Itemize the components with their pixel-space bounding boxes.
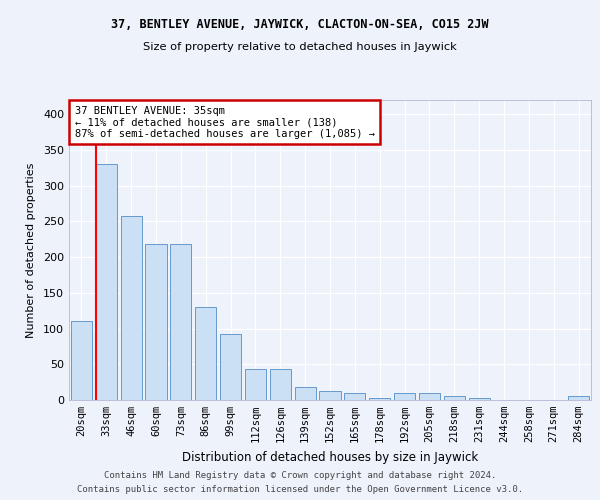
Y-axis label: Number of detached properties: Number of detached properties [26, 162, 36, 338]
Text: Size of property relative to detached houses in Jaywick: Size of property relative to detached ho… [143, 42, 457, 52]
Bar [145, 244, 167, 400]
Bar [270, 370, 291, 400]
Bar [394, 393, 415, 400]
Bar [444, 396, 465, 400]
Bar [344, 393, 365, 400]
Bar [170, 244, 191, 400]
Bar [71, 322, 92, 400]
Text: 37 BENTLEY AVENUE: 35sqm
← 11% of detached houses are smaller (138)
87% of semi-: 37 BENTLEY AVENUE: 35sqm ← 11% of detach… [74, 106, 374, 139]
Bar [568, 396, 589, 400]
Bar [121, 216, 142, 400]
Bar [369, 398, 390, 400]
Bar [319, 392, 341, 400]
Bar [469, 398, 490, 400]
Bar [419, 393, 440, 400]
Bar [96, 164, 117, 400]
Text: Contains public sector information licensed under the Open Government Licence v3: Contains public sector information licen… [77, 485, 523, 494]
Text: 37, BENTLEY AVENUE, JAYWICK, CLACTON-ON-SEA, CO15 2JW: 37, BENTLEY AVENUE, JAYWICK, CLACTON-ON-… [111, 18, 489, 30]
Bar [220, 334, 241, 400]
X-axis label: Distribution of detached houses by size in Jaywick: Distribution of detached houses by size … [182, 450, 478, 464]
Bar [295, 387, 316, 400]
Text: Contains HM Land Registry data © Crown copyright and database right 2024.: Contains HM Land Registry data © Crown c… [104, 471, 496, 480]
Bar [245, 370, 266, 400]
Bar [195, 307, 216, 400]
